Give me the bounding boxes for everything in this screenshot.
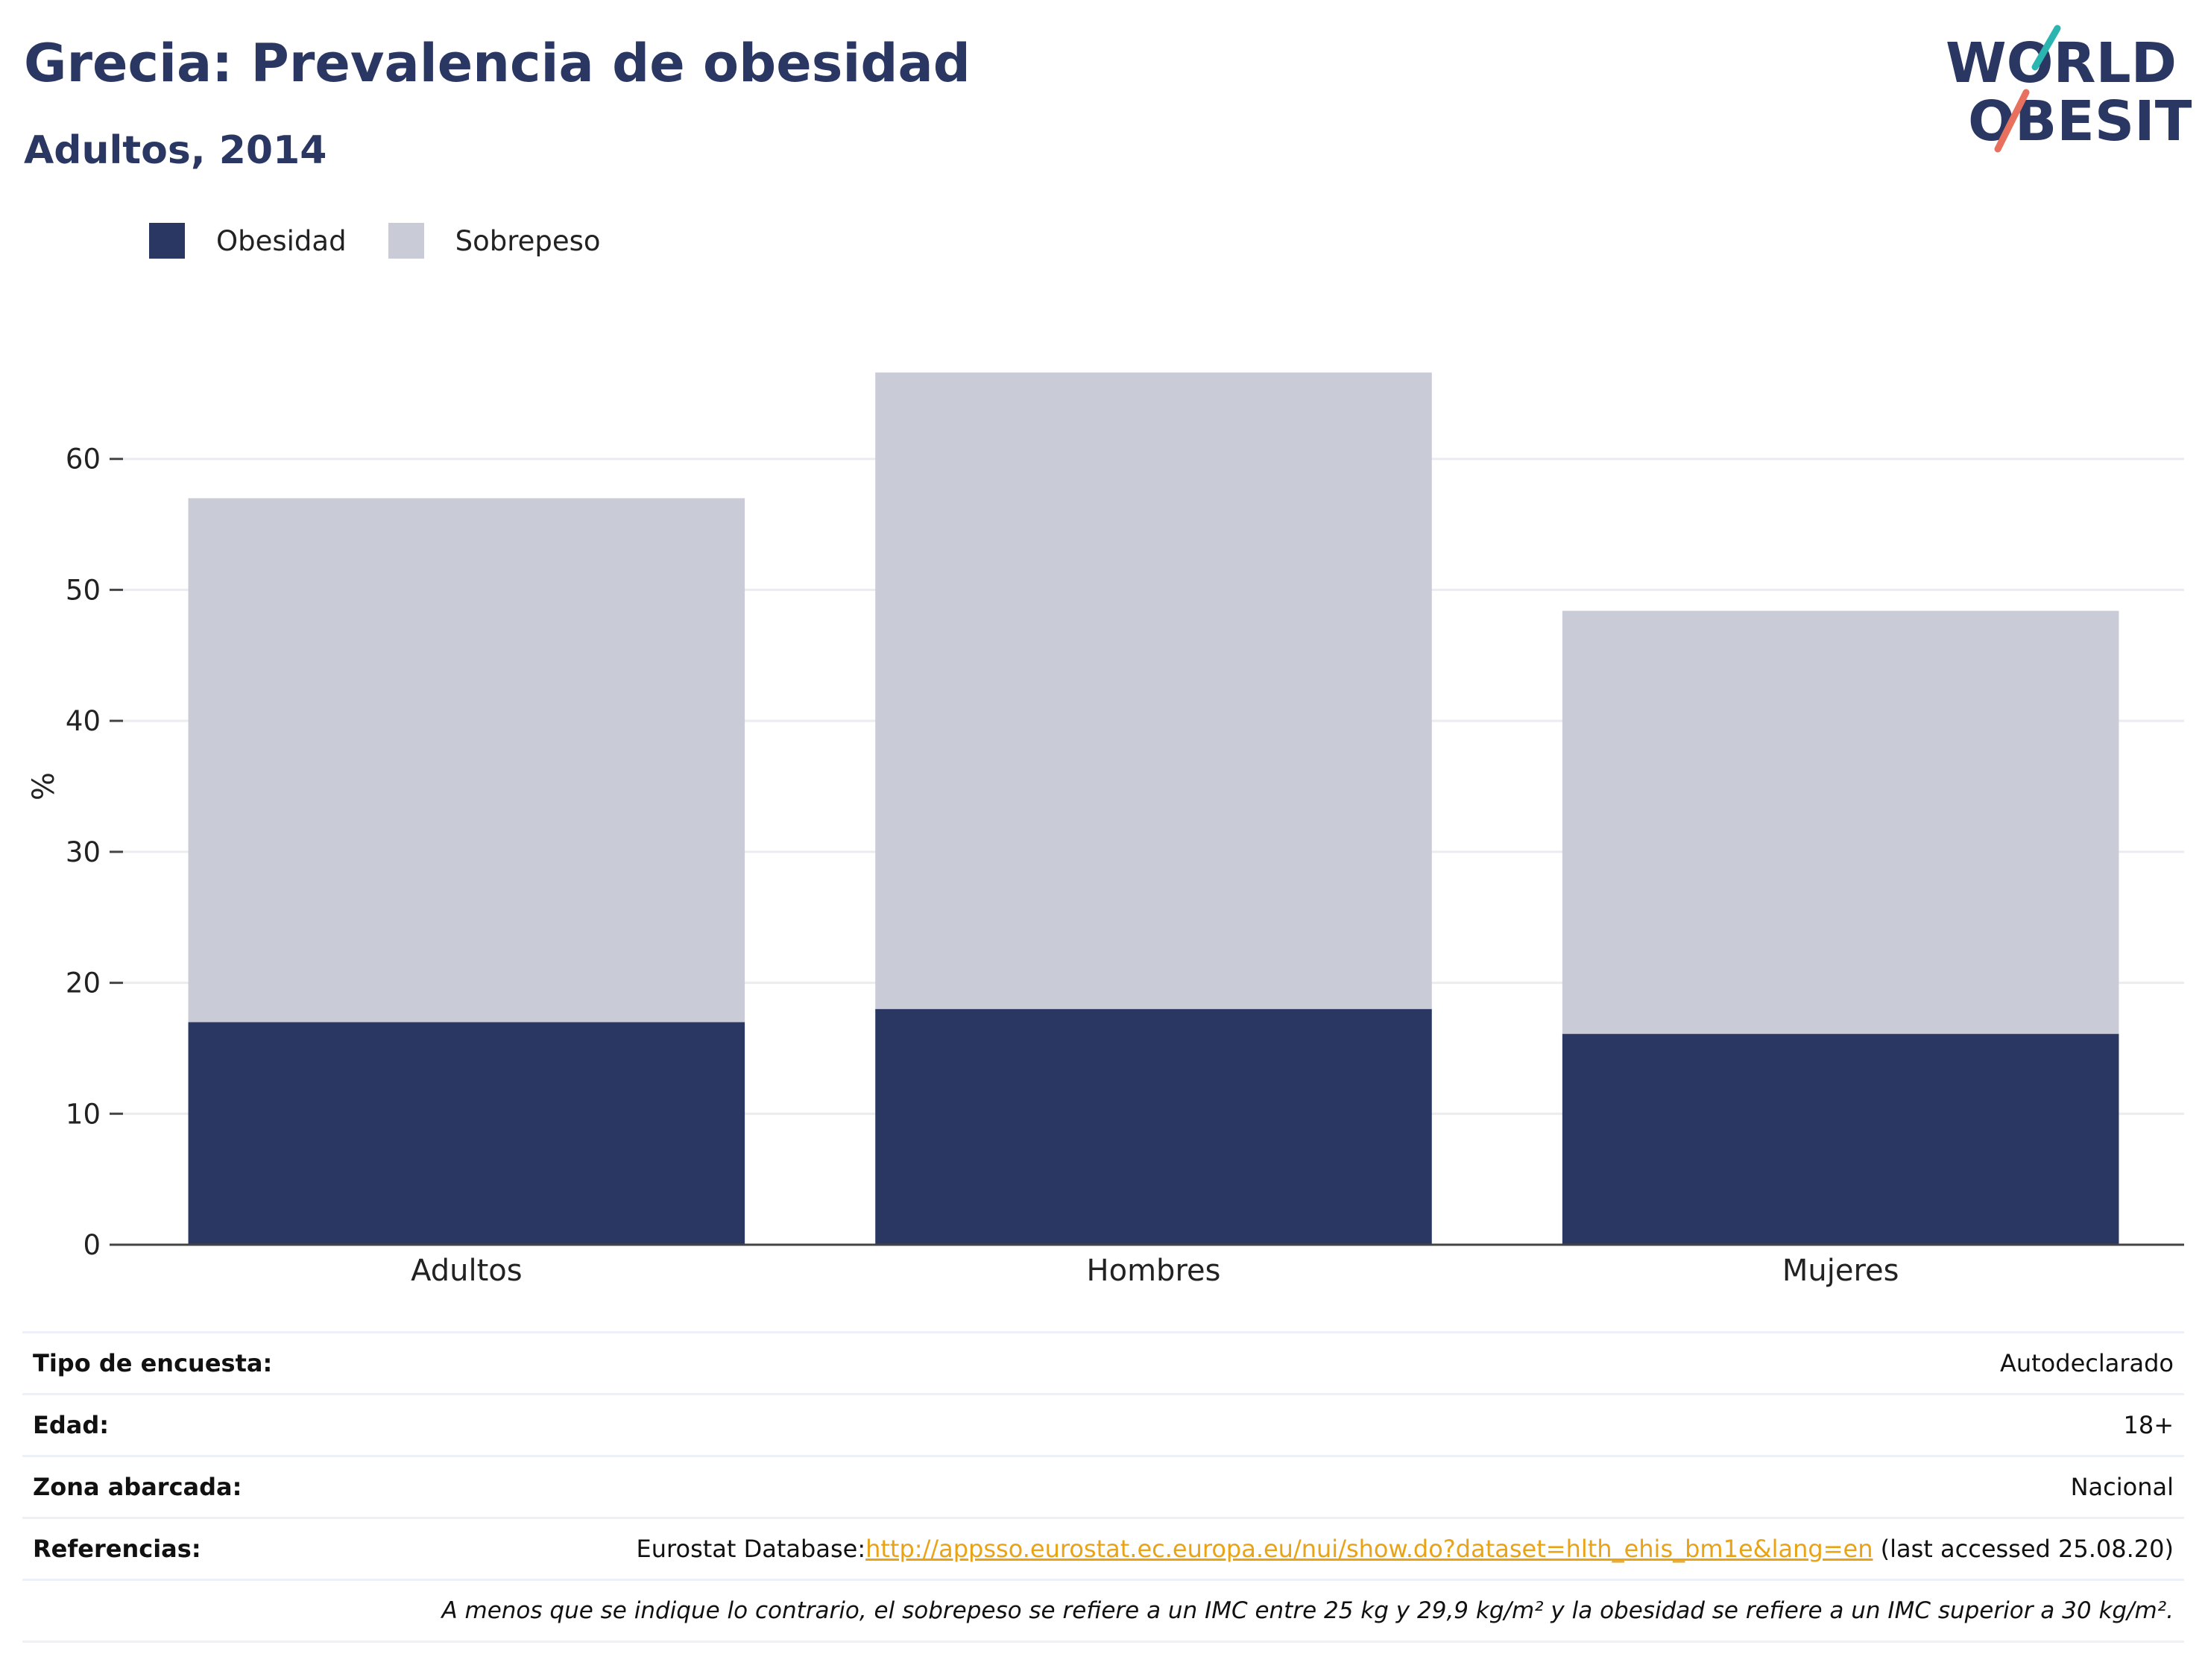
meta-label-age: Edad: — [33, 1411, 110, 1439]
bar-sobrepeso-hombres — [875, 372, 1432, 1009]
world-obesity-logo: WORLD OBESITY — [1946, 25, 2192, 154]
logo-slash-teal — [2031, 25, 2061, 71]
reference-prefix: Eurostat Database: — [636, 1535, 866, 1563]
reference-link[interactable]: http://appsso.eurostat.ec.europa.eu/nui/… — [865, 1535, 1873, 1563]
definition-note: A menos que se indique lo contrario, el … — [441, 1597, 2174, 1624]
meta-label-area: Zona abarcada: — [33, 1473, 242, 1501]
meta-value-area: Nacional — [2070, 1473, 2174, 1501]
legend-swatch-sobrepeso — [388, 223, 424, 259]
legend-item-obesidad[interactable]: Obesidad — [149, 223, 347, 259]
meta-value-references: Eurostat Database:http://appsso.eurostat… — [637, 1535, 2174, 1563]
bar-obesidad-adultos — [188, 1022, 745, 1245]
y-tick-label: 60 — [66, 443, 101, 476]
logo-line2: OBESITY — [1968, 89, 2192, 154]
legend-swatch-obesidad — [149, 223, 185, 259]
legend-label-sobrepeso: Sobrepeso — [455, 224, 601, 257]
page-title: Grecia: Prevalencia de obesidad — [24, 33, 971, 94]
meta-row-note: A menos que se indique lo contrario, el … — [22, 1579, 2184, 1643]
bar-obesidad-hombres — [875, 1008, 1432, 1245]
metadata-table: Tipo de encuesta: Autodeclarado Edad: 18… — [22, 1331, 2184, 1643]
y-tick-label: 50 — [66, 574, 101, 606]
y-tick-label: 20 — [66, 967, 101, 1000]
x-tick-label: Mujeres — [1782, 1254, 1899, 1288]
y-tick-label: 30 — [66, 836, 101, 868]
bar-sobrepeso-mujeres — [1562, 610, 2119, 1035]
bar-obesidad-mujeres — [1562, 1034, 2119, 1245]
y-tick-label: 10 — [66, 1098, 101, 1130]
legend-label-obesidad: Obesidad — [216, 224, 347, 257]
meta-row-age: Edad: 18+ — [22, 1393, 2184, 1455]
chart-legend: Obesidad Sobrepeso — [149, 222, 643, 259]
y-tick-label: 0 — [83, 1229, 101, 1261]
logo-line1: WORLD — [1946, 31, 2177, 95]
meta-label-survey: Tipo de encuesta: — [33, 1349, 273, 1377]
meta-label-references: Referencias: — [33, 1535, 201, 1563]
meta-row-area: Zona abarcada: Nacional — [22, 1455, 2184, 1517]
meta-row-references: Referencias: Eurostat Database:http://ap… — [22, 1517, 2184, 1579]
reference-suffix: (last accessed 25.08.20) — [1873, 1535, 2174, 1563]
bar-chart: 0 10 20 30 40 50 60% Adultos Hombres Mujeres — [27, 372, 2184, 1288]
page-subtitle: Adultos, 2014 — [24, 128, 327, 173]
logo-slash-coral — [1994, 89, 2030, 153]
meta-value-survey: Autodeclarado — [1999, 1349, 2174, 1377]
x-tick-label: Hombres — [1087, 1254, 1221, 1288]
y-tick-label: 40 — [66, 705, 101, 737]
bar-sobrepeso-adultos — [188, 498, 745, 1023]
y-axis-label: % — [27, 772, 61, 800]
meta-value-age: 18+ — [2123, 1411, 2174, 1439]
legend-item-sobrepeso[interactable]: Sobrepeso — [388, 223, 601, 259]
meta-row-survey: Tipo de encuesta: Autodeclarado — [22, 1331, 2184, 1393]
x-tick-label: Adultos — [411, 1254, 523, 1288]
